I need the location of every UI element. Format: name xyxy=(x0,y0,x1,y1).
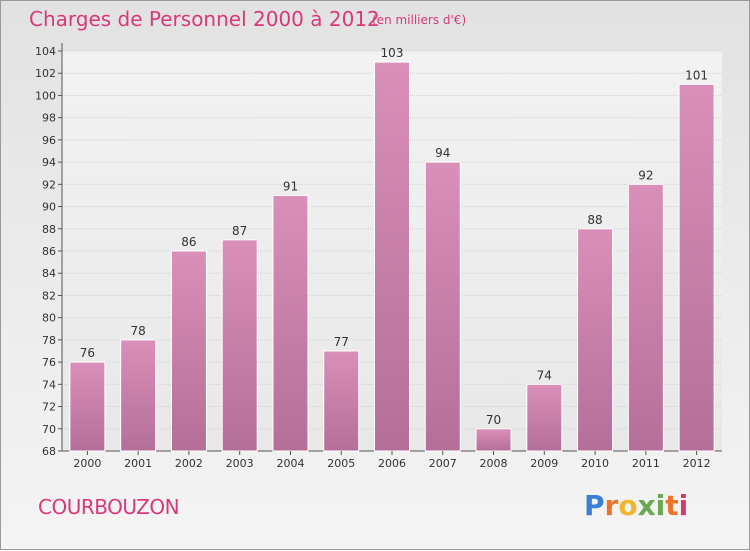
bar xyxy=(475,428,512,452)
bar xyxy=(526,383,563,452)
y-tick-label: 90 xyxy=(42,201,56,214)
data-label: 77 xyxy=(334,335,349,349)
logo-letter: P xyxy=(584,489,605,522)
y-tick-label: 80 xyxy=(42,312,56,325)
logo-letter: o xyxy=(618,489,638,522)
logo-letter: i xyxy=(655,489,666,522)
chart-subtitle: (en milliers d'€) xyxy=(372,13,467,27)
x-tick-label: 2004 xyxy=(276,457,304,470)
x-tick-label: 2012 xyxy=(683,457,711,470)
y-tick-label: 102 xyxy=(35,67,56,80)
y-tick-label: 100 xyxy=(35,89,56,102)
x-tick-label: 2007 xyxy=(429,457,457,470)
x-tick-label: 2001 xyxy=(124,457,152,470)
bar xyxy=(272,194,309,452)
x-tick-label: 2010 xyxy=(581,457,609,470)
y-tick-label: 84 xyxy=(42,267,56,280)
bar xyxy=(120,339,157,452)
y-tick-label: 74 xyxy=(42,378,56,391)
y-tick-label: 94 xyxy=(42,156,56,169)
data-label: 70 xyxy=(486,413,501,427)
bar xyxy=(627,183,664,452)
bar xyxy=(374,61,410,452)
x-tick-label: 2000 xyxy=(73,457,101,470)
y-tick-label: 88 xyxy=(42,223,56,236)
y-tick-label: 98 xyxy=(42,112,56,125)
bar xyxy=(678,83,715,452)
data-label: 76 xyxy=(80,346,95,360)
bar xyxy=(170,250,207,452)
chart-title: Charges de Personnel 2000 à 2012 xyxy=(29,7,380,31)
y-tick-label: 82 xyxy=(42,289,56,302)
logo-letter: t xyxy=(665,489,679,522)
y-tick-label: 76 xyxy=(42,356,56,369)
y-tick-label: 86 xyxy=(42,245,56,258)
data-label: 92 xyxy=(638,168,653,182)
x-tick-label: 2009 xyxy=(530,457,558,470)
x-tick-label: 2002 xyxy=(175,457,203,470)
bar xyxy=(69,361,106,452)
bar xyxy=(424,161,461,452)
data-label: 86 xyxy=(181,235,196,249)
logo-letter: i xyxy=(678,489,689,522)
data-label: 78 xyxy=(131,324,146,338)
data-label: 74 xyxy=(537,368,552,382)
x-tick-label: 2011 xyxy=(632,457,660,470)
logo-letter: x xyxy=(637,489,656,522)
x-tick-label: 2005 xyxy=(327,457,355,470)
y-tick-label: 68 xyxy=(42,445,56,458)
data-label: 87 xyxy=(232,224,247,238)
data-label: 88 xyxy=(587,213,602,227)
y-tick-label: 72 xyxy=(42,401,56,414)
y-tick-label: 70 xyxy=(42,423,56,436)
x-tick-label: 2008 xyxy=(480,457,508,470)
y-tick-label: 78 xyxy=(42,334,56,347)
data-label: 101 xyxy=(685,68,708,82)
x-tick-label: 2006 xyxy=(378,457,406,470)
proxiti-logo: Proxiti xyxy=(584,489,688,522)
data-label: 103 xyxy=(381,46,404,60)
commune-name: COURBOUZON xyxy=(38,495,180,519)
bar xyxy=(221,239,258,452)
bar xyxy=(323,350,360,452)
logo-letter: r xyxy=(604,489,619,522)
y-tick-label: 96 xyxy=(42,134,56,147)
y-tick-label: 92 xyxy=(42,178,56,191)
data-label: 91 xyxy=(283,179,298,193)
bar xyxy=(577,228,614,452)
data-label: 94 xyxy=(435,146,450,160)
x-tick-label: 2003 xyxy=(226,457,254,470)
y-tick-label: 104 xyxy=(35,45,56,58)
